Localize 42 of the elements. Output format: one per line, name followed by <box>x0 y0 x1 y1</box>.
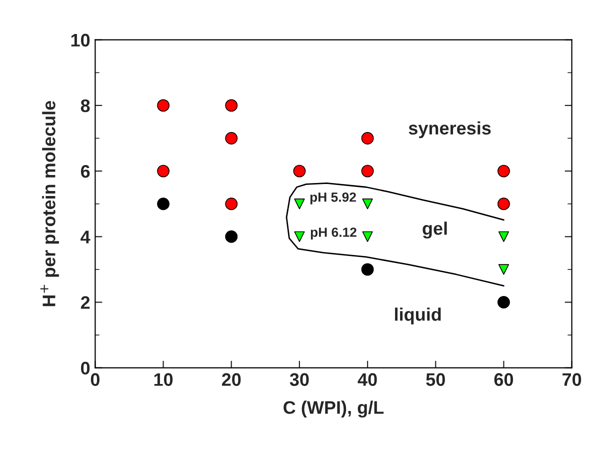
point <box>225 132 238 144</box>
x-tick-label: 10 <box>154 373 173 386</box>
point <box>225 99 238 112</box>
point <box>157 164 170 178</box>
point <box>225 230 238 243</box>
point <box>362 231 373 242</box>
point <box>498 231 510 242</box>
point <box>497 296 510 308</box>
line-series <box>286 182 504 287</box>
point <box>498 264 510 275</box>
point <box>294 198 305 210</box>
y-tick-label: 8 <box>80 99 90 112</box>
annotation: syneresis <box>408 121 491 138</box>
y-tick-label: 2 <box>80 296 90 309</box>
point <box>225 198 238 210</box>
x-tick-label: 0 <box>90 373 100 386</box>
point <box>294 231 305 242</box>
x-tick-label: 20 <box>222 373 241 386</box>
annotation: pH 5.92 <box>310 192 356 204</box>
x-tick-label: 30 <box>290 373 309 386</box>
x-tick-label: 40 <box>358 373 377 386</box>
point <box>362 198 373 210</box>
point <box>157 198 170 210</box>
x-axis-title: C (WPI), g/L <box>284 400 384 418</box>
y-tick-label: 0 <box>81 362 90 375</box>
point <box>497 164 510 178</box>
point <box>293 164 306 178</box>
annotation: gel <box>422 222 447 239</box>
x-tick-label: 70 <box>562 373 582 386</box>
x-tick-label: 50 <box>426 373 445 386</box>
annotation: liquid <box>395 308 441 324</box>
point <box>497 198 510 210</box>
point <box>157 99 170 112</box>
point <box>361 164 374 178</box>
y-tick-label: 6 <box>80 164 90 178</box>
point <box>361 132 374 144</box>
annotation: pH 6.12 <box>310 228 356 240</box>
point <box>361 263 374 276</box>
y-tick-label: 10 <box>71 34 90 47</box>
x-tick-label: 60 <box>494 373 514 386</box>
y-axis-title: H$^{+}$ per protein molecule <box>40 101 59 306</box>
y-tick-label: 4 <box>80 230 90 244</box>
